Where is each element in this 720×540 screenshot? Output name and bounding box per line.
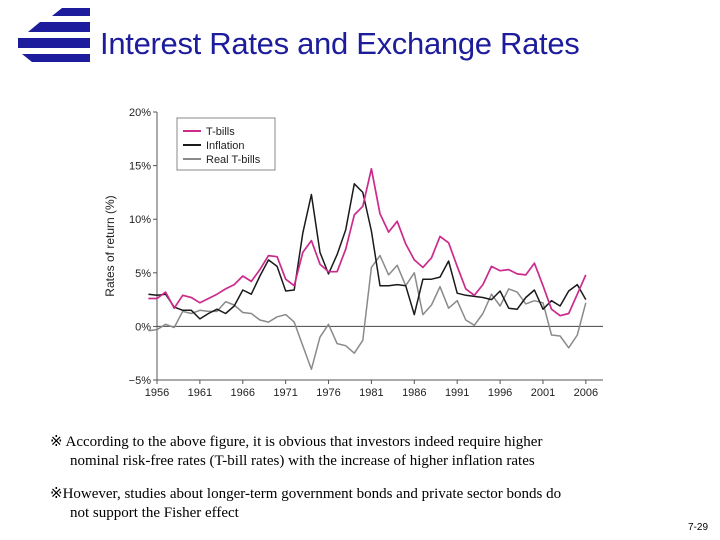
logo-stripe-4: [22, 54, 90, 62]
x-tick-label-3: 1971: [273, 387, 297, 399]
y-tick-label-4: 15%: [129, 161, 151, 173]
y-tick-label-5: 20%: [129, 107, 151, 119]
note2-line2: not support the Fisher effect: [70, 505, 239, 521]
series-line-t-bills: [148, 167, 587, 317]
y-tick-label-2: 5%: [135, 268, 151, 280]
logo-stripe-1: [52, 8, 90, 16]
x-tick-label-7: 1991: [445, 387, 469, 399]
x-tick-label-5: 1981: [359, 387, 383, 399]
x-tick-label-6: 1986: [402, 387, 426, 399]
series-line-real-t-bills: [148, 254, 587, 371]
slide-number: 7-29: [687, 522, 708, 533]
legend-label-t-bills: T-bills: [206, 126, 235, 138]
note-fisher-effect: ※However, studies about longer-term gove…: [50, 485, 690, 523]
rates-line-chart: −5% 0% 5% 10% 15% 20% 1956 1961 1966 1971 1976 1981…: [103, 107, 603, 399]
note-investors-require-higher-rates: ※ According to the above figure, it is o…: [50, 433, 690, 471]
logo-stripe-2: [28, 22, 90, 32]
legend-label-real-t-bills: Real T-bills: [206, 154, 261, 166]
x-tick-label-2: 1966: [231, 387, 255, 399]
series-line-inflation: [148, 183, 587, 320]
slide-title: Interest Rates and Exchange Rates: [100, 26, 580, 61]
x-tick-label-4: 1976: [316, 387, 340, 399]
y-tick-label-0: −5%: [129, 375, 152, 387]
y-tick-label-3: 10%: [129, 214, 151, 226]
x-tick-label-8: 1996: [488, 387, 512, 399]
note1-line2: nominal risk-free rates (T-bill rates) w…: [70, 453, 535, 469]
x-tick-label-0: 1956: [145, 387, 169, 399]
note1-line1: ※ According to the above figure, it is o…: [50, 434, 543, 450]
y-tick-label-1: 0%: [135, 321, 151, 333]
y-axis-label: Rates of return (%): [103, 195, 117, 296]
note2-line1: ※However, studies about longer-term gove…: [50, 486, 562, 502]
x-tick-label-1: 1961: [188, 387, 212, 399]
logo-stripe-3: [18, 38, 90, 48]
x-tick-label-10: 2006: [574, 387, 598, 399]
brand-logo: [18, 8, 90, 62]
x-tick-label-9: 2001: [531, 387, 555, 399]
legend-label-inflation: Inflation: [206, 140, 245, 152]
